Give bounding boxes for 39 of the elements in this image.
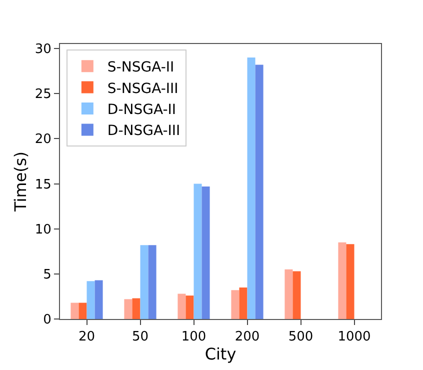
legend-label: D-NSGA-II (107, 102, 176, 118)
bar (140, 245, 148, 319)
bar (178, 294, 186, 319)
bar (124, 299, 132, 319)
bar (70, 302, 79, 319)
y-tick-label: 25 (34, 87, 52, 102)
bar (239, 287, 248, 319)
bar (186, 296, 194, 319)
bar (284, 269, 293, 319)
bar (202, 186, 210, 319)
x-tick-label: 50 (132, 330, 149, 345)
x-tick-label: 1000 (338, 330, 371, 345)
bar (231, 290, 240, 319)
y-tick-label: 5 (43, 267, 52, 282)
y-tick-label: 30 (34, 42, 52, 58)
bar (255, 64, 264, 319)
legend-label: S-NSGA-III (107, 80, 178, 97)
bar (346, 244, 354, 319)
x-tick-label: 20 (78, 330, 96, 345)
y-tick-label: 20 (34, 132, 52, 148)
bar (338, 242, 346, 319)
bar (148, 245, 156, 319)
legend-label: S-NSGA-II (107, 60, 174, 76)
bar (78, 302, 87, 319)
x-axis-title: City (204, 344, 236, 364)
y-tick-label: 10 (34, 222, 52, 238)
y-tick-label: 0 (43, 312, 52, 328)
bar (132, 298, 140, 319)
x-tick-label: 200 (234, 330, 260, 345)
legend-label: D-NSGA-III (107, 123, 180, 140)
x-tick-label: 100 (181, 330, 206, 345)
bar (194, 184, 202, 319)
bar (94, 280, 103, 319)
bar (86, 281, 95, 319)
x-tick-label: 500 (288, 330, 314, 345)
bar (292, 271, 301, 319)
bar (247, 58, 256, 319)
y-axis-title: Time(s) (10, 152, 30, 212)
y-tick-label: 15 (34, 177, 52, 192)
